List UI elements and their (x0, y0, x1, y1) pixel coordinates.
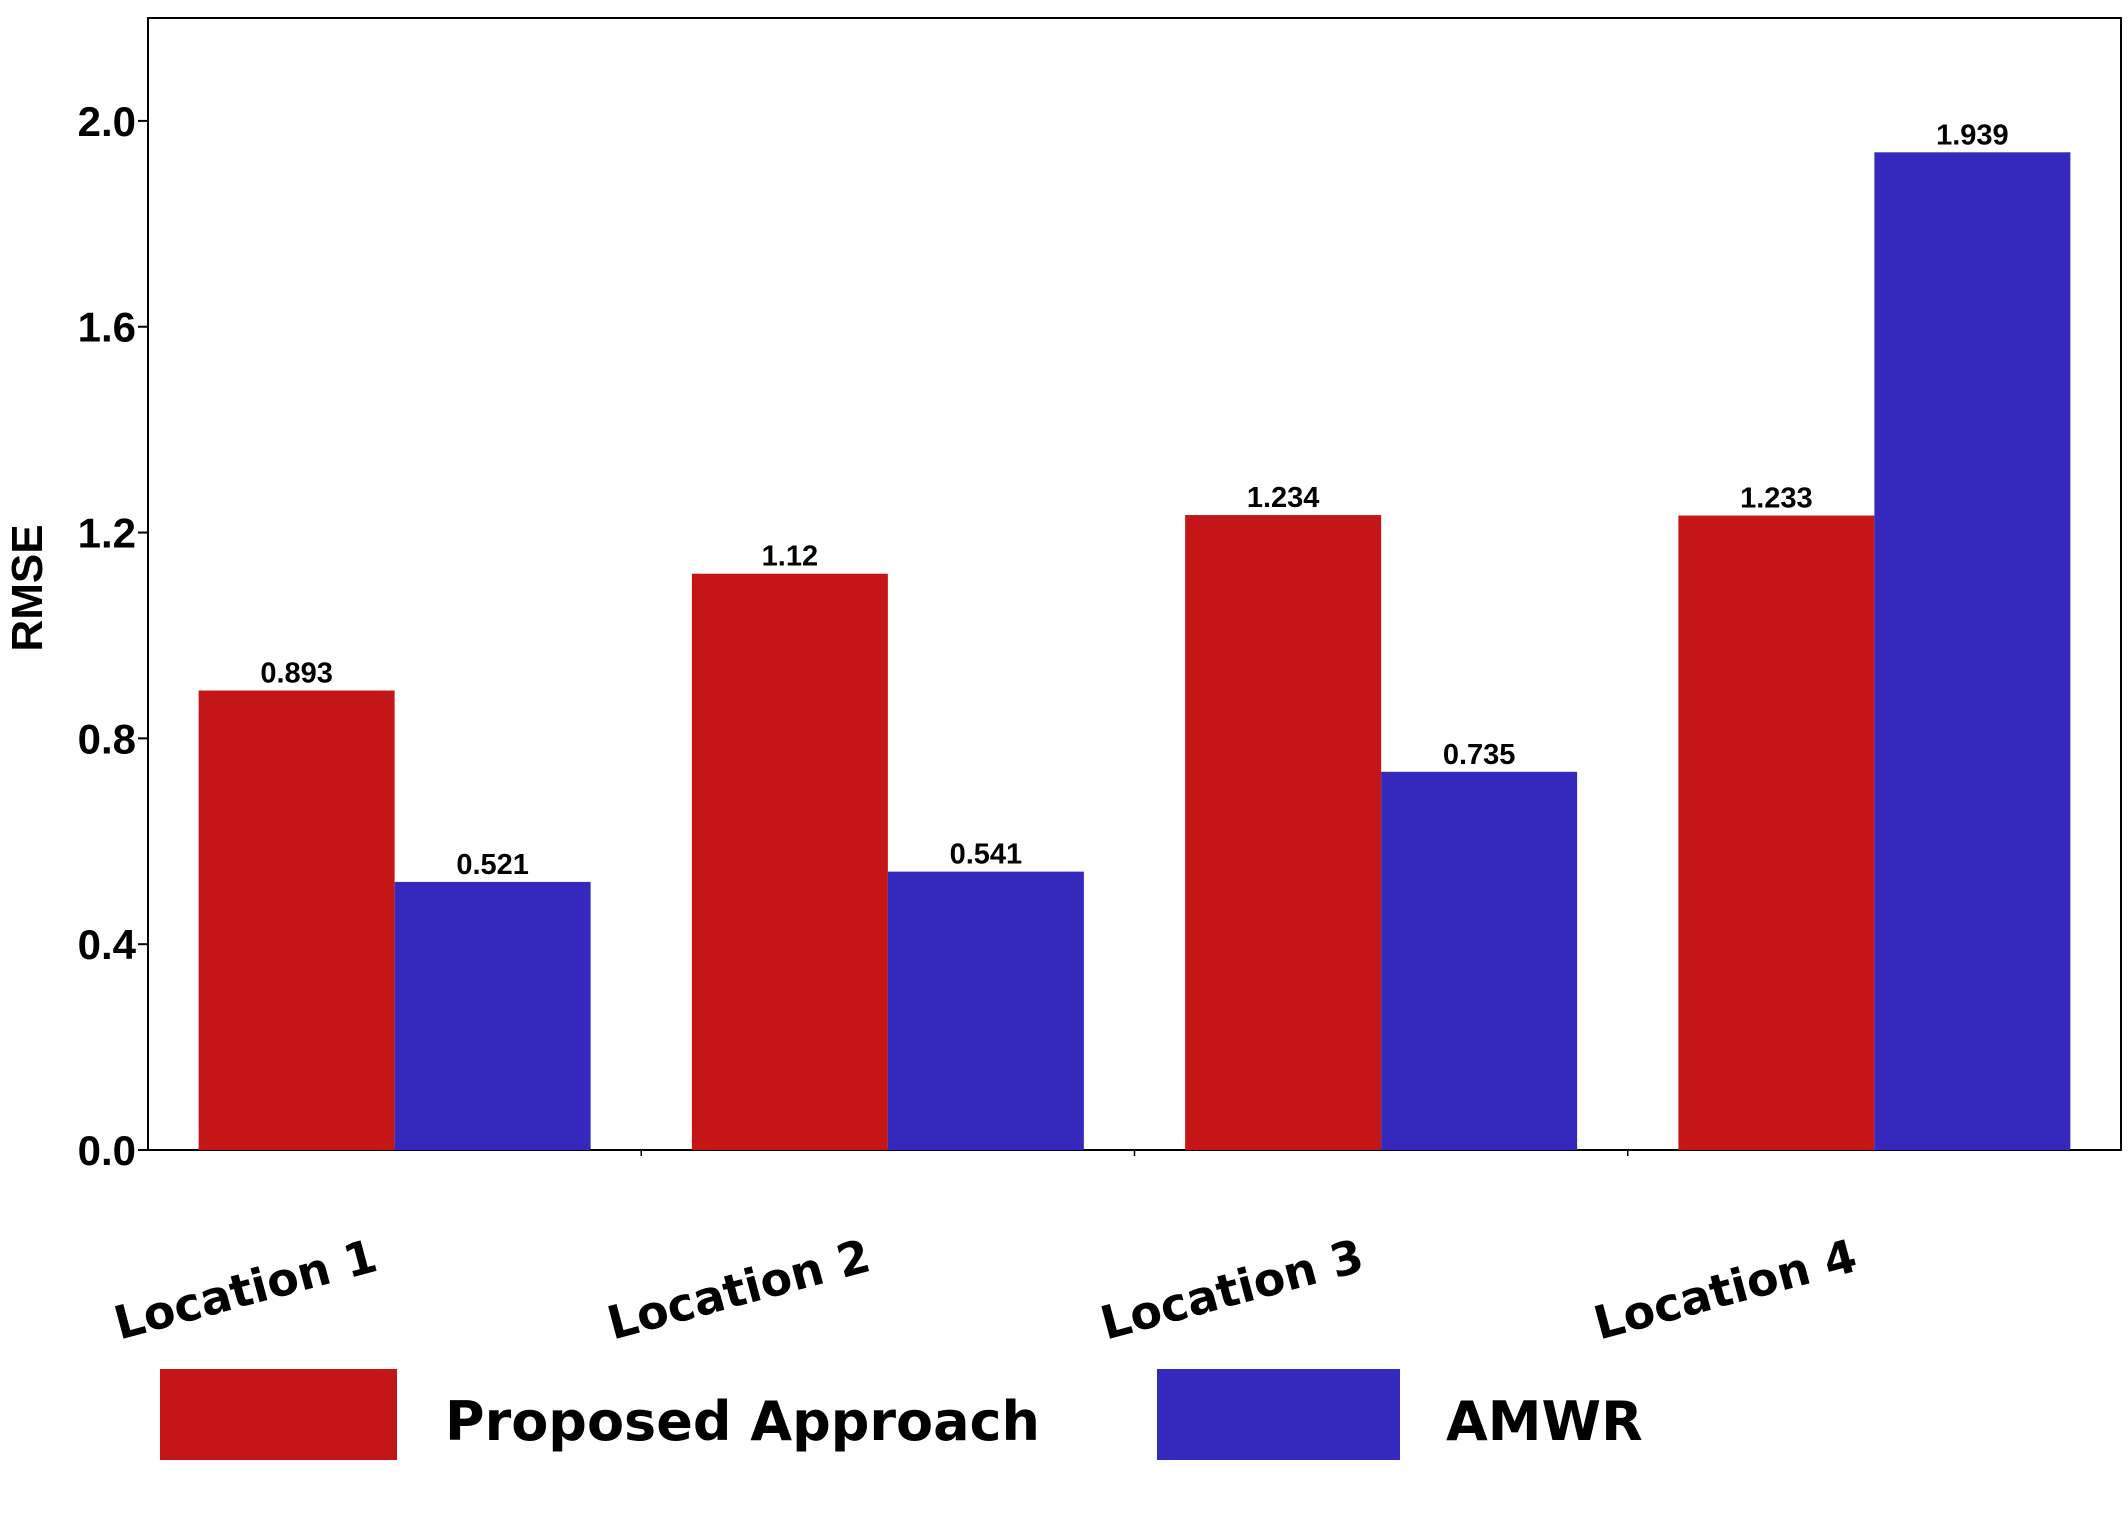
legend: Proposed Approach AMWR (160, 1369, 1643, 1460)
y-tick-label: 1.2 (78, 510, 136, 557)
bar-proposed-location-3 (1185, 515, 1382, 1150)
bar-amwr-location-1 (394, 881, 591, 1150)
data-label: 1.234 (1247, 482, 1320, 514)
bar-amwr-location-3 (1381, 771, 1578, 1150)
legend-label: Proposed Approach (445, 1390, 1040, 1453)
x-tick-label: Location 4 (1588, 1228, 1862, 1350)
legend-swatch-proposed (160, 1369, 397, 1460)
bar-amwr-location-2 (887, 871, 1084, 1150)
legend-label: AMWR (1446, 1390, 1643, 1453)
bar-proposed-location-1 (198, 690, 395, 1150)
y-tick-label: 1.6 (78, 304, 136, 351)
data-labels: 0.893 0.521 1.12 0.541 1.234 0.735 1.233 1.939 (260, 119, 2008, 881)
y-tick-label: 0.4 (78, 921, 137, 968)
x-axis: Location 1 Location 2 Location 3 Location 4 (108, 1150, 1862, 1350)
data-label: 0.541 (950, 839, 1023, 871)
data-label: 1.939 (1936, 119, 2009, 151)
data-label: 0.521 (456, 849, 529, 881)
bar-proposed-location-2 (691, 573, 888, 1150)
bars (198, 152, 2071, 1150)
legend-swatch-amwr (1157, 1369, 1400, 1460)
y-tick-label: 2.0 (78, 98, 136, 145)
x-tick-label: Location 3 (1095, 1228, 1369, 1350)
x-tick-label: Location 2 (602, 1228, 876, 1350)
data-label: 0.893 (260, 658, 333, 690)
data-label: 1.233 (1740, 483, 1813, 515)
y-axis: 0.0 0.4 0.8 1.2 1.6 2.0 (78, 98, 148, 1174)
x-tick-label: Location 1 (108, 1228, 382, 1350)
data-label: 1.12 (762, 541, 818, 573)
y-tick-label: 0.8 (78, 715, 136, 762)
bar-amwr-location-4 (1874, 152, 2071, 1150)
y-axis-title: RMSE (3, 524, 52, 651)
bar-proposed-location-4 (1678, 515, 1875, 1150)
data-label: 0.735 (1443, 739, 1516, 771)
y-tick-label: 0.0 (78, 1127, 136, 1174)
